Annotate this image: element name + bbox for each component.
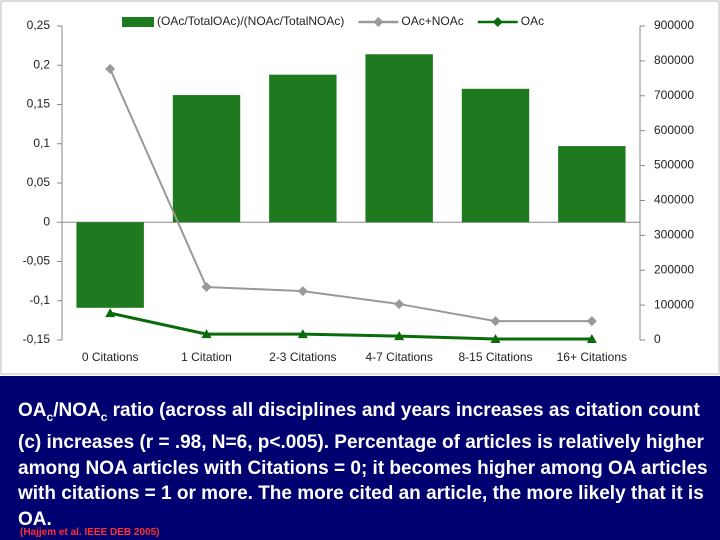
y2-tick-label: 900000 <box>654 18 694 32</box>
legend-swatch <box>122 17 154 27</box>
y-tick-label: 0,05 <box>27 175 51 189</box>
legend-label: OAc <box>521 14 544 28</box>
y2-tick-label: 0 <box>654 332 661 346</box>
marker <box>586 333 597 343</box>
y2-tick-label: 300000 <box>654 228 694 242</box>
y2-tick-label: 400000 <box>654 193 694 207</box>
x-tick-label: 8-15 Citations <box>458 350 532 364</box>
y-tick-label: 0,2 <box>33 57 50 71</box>
marker <box>297 286 308 297</box>
marker <box>201 281 212 292</box>
legend-marker <box>373 17 384 27</box>
marker <box>105 308 116 318</box>
y2-tick-label: 200000 <box>654 262 694 276</box>
y2-tick-label: 100000 <box>654 297 694 311</box>
marker <box>201 329 212 339</box>
y-tick-label: 0 <box>43 214 50 228</box>
bar <box>269 74 337 223</box>
y-tick-label: 0,25 <box>27 18 51 32</box>
legend-label: (OAc/TotalOAc)/(NOAc/TotalNOAc) <box>157 14 344 28</box>
line <box>109 311 592 341</box>
y2-tick-label: 700000 <box>654 88 694 102</box>
x-tick-label: 0 Citations <box>82 350 139 364</box>
bar <box>76 222 144 308</box>
marker <box>394 299 405 310</box>
y-tick-label: -0,05 <box>23 254 51 268</box>
y2-tick-label: 500000 <box>654 158 694 172</box>
x-tick-label: 1 Citation <box>181 350 232 364</box>
y-tick-label: -0,1 <box>29 293 50 307</box>
y2-tick-label: 600000 <box>654 123 694 137</box>
x-tick-label: 16+ Citations <box>557 350 627 364</box>
y-tick-label: 0,15 <box>27 97 51 111</box>
x-tick-label: 2-3 Citations <box>269 350 336 364</box>
marker <box>105 63 116 74</box>
caption-text: c <box>100 409 108 424</box>
caption-text: /NOA <box>53 400 101 421</box>
caption: OAc/NOAc ratio (across all disciplines a… <box>0 376 720 540</box>
chart: -0,15 -0,1 -0,05 0 0,05 0,1 0,15 0,2 0,25 0 100000… <box>0 0 720 375</box>
x-tick-label: 4-7 Citations <box>365 350 432 364</box>
bar <box>365 54 433 223</box>
marker <box>297 329 308 339</box>
caption-text: ratio (across all disciplines and years … <box>18 400 708 530</box>
y-tick-label: -0,15 <box>23 332 51 346</box>
legend-marker <box>492 17 503 27</box>
marker <box>394 331 405 341</box>
caption-text: c <box>46 409 54 424</box>
citation: (Hajjem et al. IEEE DEB 2005) <box>20 527 160 538</box>
marker <box>586 316 597 327</box>
line <box>109 68 592 323</box>
marker <box>490 316 501 327</box>
bar <box>172 95 241 223</box>
marker <box>490 333 501 343</box>
y-tick-label: 0,1 <box>33 136 50 150</box>
y2-tick-label: 800000 <box>654 53 694 67</box>
caption-text: OA <box>18 400 47 421</box>
bar <box>461 88 530 223</box>
legend-label: OAc+NOAc <box>401 14 463 28</box>
bar <box>558 146 626 223</box>
